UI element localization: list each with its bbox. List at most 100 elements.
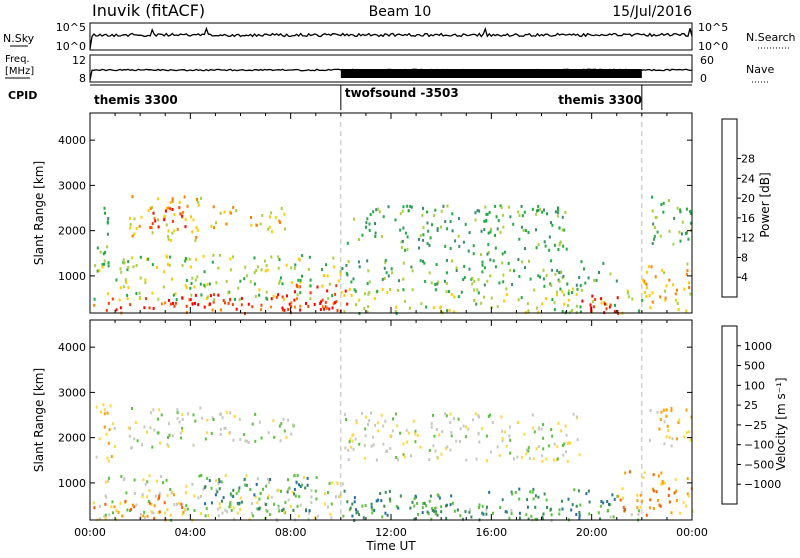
heatmap-cell xyxy=(561,215,564,219)
heatmap-cell xyxy=(367,305,370,309)
heatmap-cell xyxy=(158,491,161,495)
heatmap-cell xyxy=(363,456,366,460)
heatmap-cell xyxy=(468,231,471,235)
heatmap-cell xyxy=(542,512,545,516)
heatmap-cell xyxy=(389,499,392,503)
heatmap-cell xyxy=(483,228,486,231)
heatmap-cell xyxy=(580,260,583,264)
heatmap-cell xyxy=(657,474,660,478)
heatmap-cell xyxy=(499,204,502,208)
heatmap-cell xyxy=(645,270,648,274)
heatmap-cell xyxy=(211,308,214,312)
heatmap-cell xyxy=(671,437,674,441)
heatmap-cell xyxy=(509,451,512,455)
heatmap-cell xyxy=(501,437,504,441)
heatmap-cell xyxy=(181,426,184,430)
heatmap-cell xyxy=(153,516,156,520)
heatmap-cell xyxy=(107,441,110,445)
heatmap-cell xyxy=(294,494,297,498)
heatmap-cell xyxy=(131,195,134,199)
heatmap-cell xyxy=(221,499,223,503)
heatmap-cell xyxy=(433,214,435,218)
heatmap-cell xyxy=(575,513,578,516)
heatmap-cell xyxy=(675,499,678,503)
heatmap-cell xyxy=(406,247,409,251)
heatmap-cell xyxy=(256,507,259,511)
heatmap-cell xyxy=(199,406,202,410)
heatmap-cell xyxy=(191,302,194,306)
heatmap-cell xyxy=(379,492,382,495)
heatmap-cell xyxy=(176,502,178,506)
heatmap-cell xyxy=(319,302,322,305)
heatmap-cell xyxy=(332,265,335,269)
heatmap-cell xyxy=(385,449,388,453)
heatmap-cell xyxy=(652,487,654,491)
heatmap-cell xyxy=(518,487,521,491)
colorbar-frame xyxy=(721,325,738,505)
heatmap-cell xyxy=(457,217,460,220)
heatmap-cell xyxy=(389,288,392,291)
heatmap-cell xyxy=(103,259,106,263)
heatmap-cell xyxy=(321,284,324,288)
freq-tick-top: 12 xyxy=(72,54,86,67)
heatmap-cell xyxy=(423,501,426,505)
heatmap-cell xyxy=(152,307,155,310)
heatmap-cell xyxy=(189,298,192,302)
heatmap-cell xyxy=(554,210,557,214)
heatmap-cell xyxy=(295,283,298,287)
heatmap-cell xyxy=(520,205,523,208)
heatmap-cell xyxy=(203,270,206,274)
heatmap-cell xyxy=(246,439,249,443)
heatmap-cell xyxy=(352,447,355,451)
heatmap-cell xyxy=(512,222,515,226)
heatmap-cell xyxy=(689,209,692,213)
heatmap-cell xyxy=(553,243,556,247)
heatmap-cell xyxy=(179,212,182,216)
heatmap-cell xyxy=(368,290,371,294)
heatmap-cell xyxy=(287,498,290,502)
heatmap-cell xyxy=(260,308,262,312)
heatmap-cell xyxy=(308,511,311,515)
heatmap-cell xyxy=(232,205,235,209)
heatmap-cell xyxy=(178,206,181,210)
heatmap-cell xyxy=(436,455,439,459)
heatmap-cell xyxy=(288,486,291,490)
heatmap-cell xyxy=(619,498,622,502)
heatmap-cell xyxy=(271,230,273,234)
heatmap-cell xyxy=(314,489,317,493)
heatmap-cell xyxy=(556,214,559,218)
heatmap-cell xyxy=(532,487,535,491)
heatmap-cell xyxy=(308,509,311,513)
heatmap-cell xyxy=(407,209,410,213)
heatmap-cell xyxy=(357,260,360,264)
heatmap-cell xyxy=(223,210,226,214)
heatmap-cell xyxy=(609,515,612,519)
heatmap-cell xyxy=(184,257,187,260)
heatmap-cell xyxy=(367,269,370,273)
heatmap-cell xyxy=(135,264,138,267)
heatmap-cell xyxy=(396,458,399,462)
heatmap-cell xyxy=(167,444,170,448)
heatmap-cell xyxy=(496,445,499,449)
colorbar-tick-label: 16 xyxy=(741,212,755,225)
heatmap-cell xyxy=(557,206,559,210)
heatmap-cell xyxy=(524,266,526,270)
heatmap-cell xyxy=(429,236,432,240)
heatmap-cell xyxy=(402,442,405,446)
nsky-frame xyxy=(89,22,693,51)
heatmap-cell xyxy=(287,308,290,311)
heatmap-cell xyxy=(494,265,497,269)
heatmap-cell xyxy=(658,503,661,507)
heatmap-cell xyxy=(364,427,367,431)
heatmap-cell xyxy=(217,514,220,518)
heatmap-cell xyxy=(243,477,246,481)
heatmap-cell xyxy=(328,307,331,311)
heatmap-cell xyxy=(486,505,488,509)
heatmap-cell xyxy=(129,426,131,430)
y-tick-label: 1000 xyxy=(58,477,86,490)
heatmap-cell xyxy=(509,268,512,272)
heatmap-cell xyxy=(525,452,528,456)
heatmap-cell xyxy=(150,510,153,514)
heatmap-cell xyxy=(232,255,235,259)
heatmap-cell xyxy=(449,246,452,250)
